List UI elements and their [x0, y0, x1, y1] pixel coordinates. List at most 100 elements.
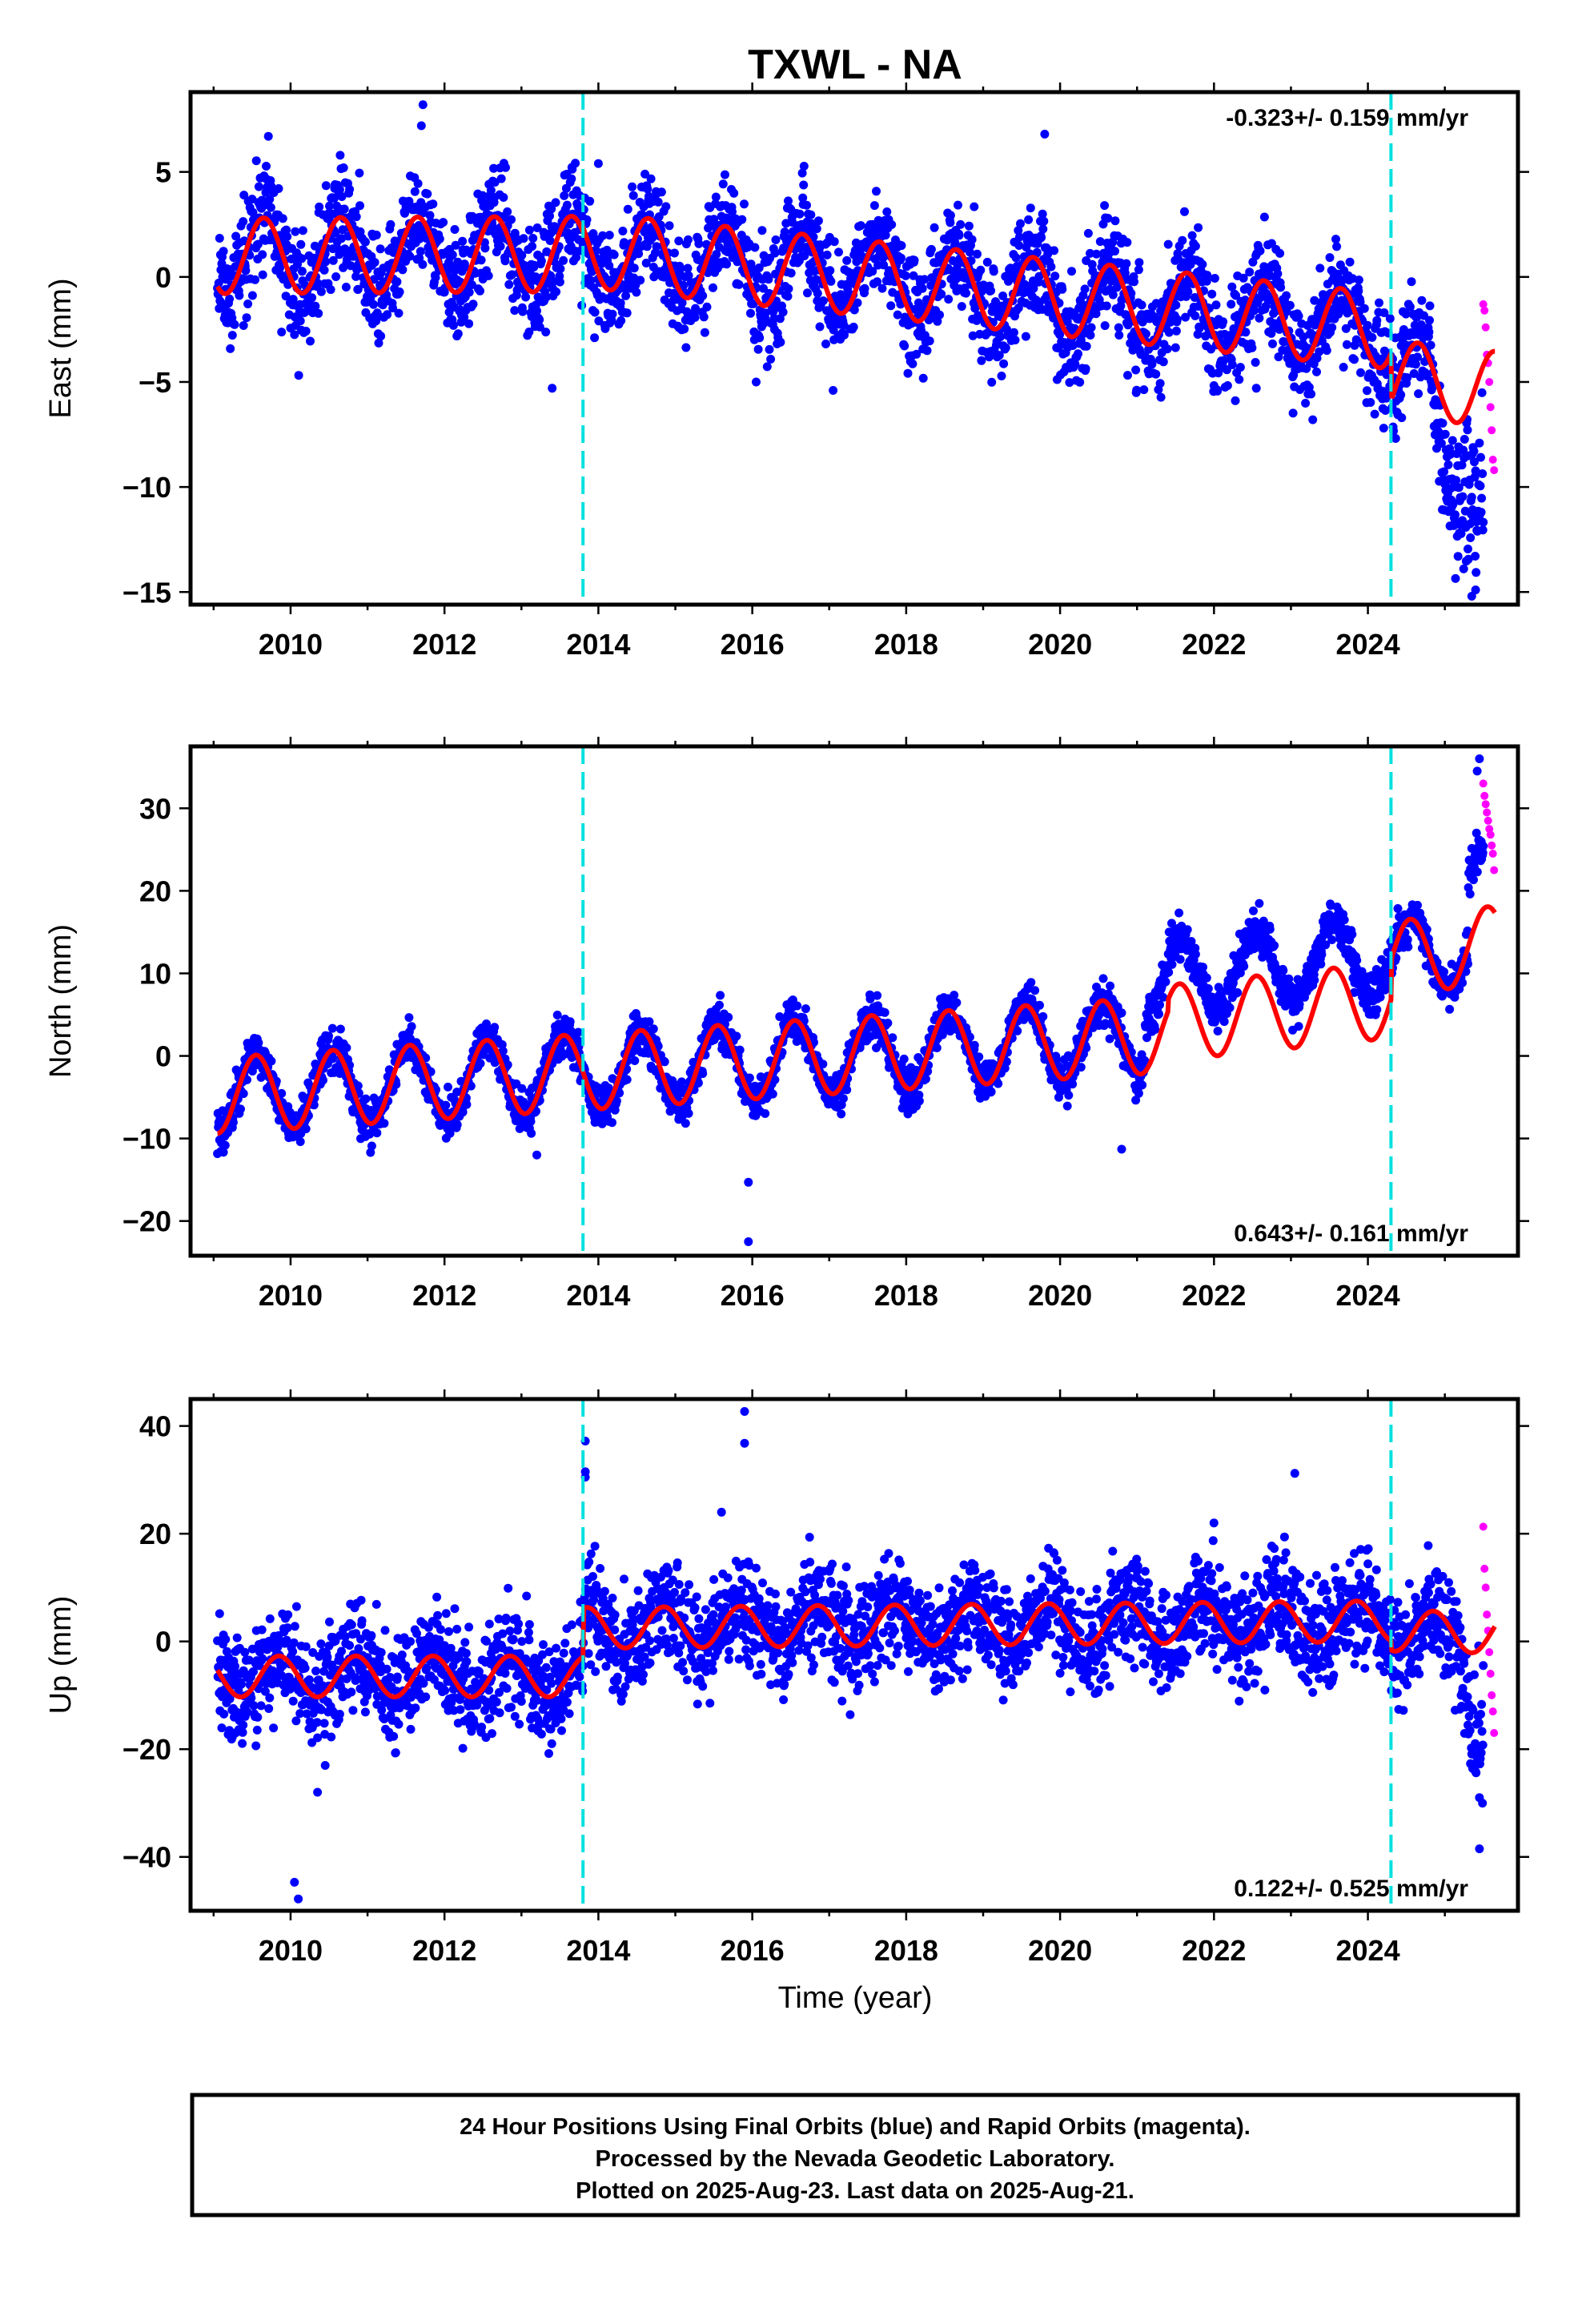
final-orbit-point [1379, 308, 1389, 317]
final-orbit-point [873, 277, 882, 287]
final-orbit-point [1171, 300, 1181, 310]
final-orbit-point [1477, 493, 1487, 503]
final-orbit-point [1091, 309, 1101, 319]
final-orbit-point [776, 337, 785, 347]
final-orbit-point [1322, 346, 1331, 356]
final-orbit-point [416, 247, 425, 256]
final-orbit-point [277, 1088, 287, 1098]
final-orbit-point [439, 218, 448, 227]
final-orbit-point [608, 1118, 616, 1128]
final-orbit-point [541, 292, 551, 302]
final-orbit-point [1451, 573, 1460, 583]
final-orbit-point [745, 1073, 754, 1083]
final-orbit-point [1022, 243, 1031, 252]
final-orbit-point [291, 227, 300, 236]
final-orbit-point [881, 231, 890, 240]
final-orbit-point [918, 373, 928, 383]
final-orbit-point [1325, 253, 1335, 263]
final-orbit-point [994, 1079, 1003, 1088]
final-orbit-point [1227, 360, 1237, 369]
final-orbit-point [1050, 246, 1059, 255]
final-orbit-point [278, 214, 287, 223]
y-tick-label: −5 [139, 366, 171, 399]
final-orbit-point [551, 198, 560, 207]
final-orbit-point [526, 1116, 536, 1126]
final-orbit-point [700, 328, 709, 337]
final-orbit-point [765, 344, 774, 354]
final-orbit-point [532, 223, 542, 232]
final-orbit-point [1436, 439, 1446, 448]
final-orbit-point [418, 259, 428, 269]
final-orbit-point [839, 320, 849, 330]
final-orbit-point [398, 265, 408, 275]
final-orbit-outlier [593, 159, 603, 168]
final-orbit-point [1171, 326, 1181, 336]
figure-title: TXWL - NA [748, 42, 962, 88]
final-orbit-point [1001, 343, 1010, 352]
final-orbit-point [1081, 364, 1090, 373]
final-orbit-point [798, 193, 808, 203]
final-orbit-point [524, 328, 534, 336]
final-orbit-point [869, 201, 879, 211]
final-orbit-point [877, 283, 887, 293]
final-orbit-point [1282, 291, 1291, 300]
final-orbit-point [228, 1118, 238, 1127]
final-orbit-point [909, 271, 918, 280]
rapid-orbit-point [1479, 300, 1488, 308]
final-orbit-point [460, 263, 470, 272]
final-orbit-point [1427, 382, 1437, 392]
final-orbit-point [1479, 517, 1488, 527]
final-orbit-point [709, 283, 717, 292]
final-orbit-point [560, 191, 569, 200]
final-orbit-point [917, 283, 927, 293]
final-orbit-point [973, 249, 982, 259]
final-orbit-point [797, 168, 807, 178]
final-orbit-point [628, 191, 638, 200]
final-orbit-point [838, 1094, 848, 1104]
final-orbit-point [812, 224, 821, 234]
final-orbit-point [518, 307, 528, 316]
final-orbit-point [1359, 304, 1369, 313]
final-orbit-point [813, 288, 822, 298]
final-orbit-point [1345, 257, 1355, 267]
model-fit-line [215, 213, 1496, 425]
final-orbit-point [535, 322, 544, 332]
final-orbit-point [510, 306, 520, 316]
final-orbit-point [1191, 241, 1200, 251]
final-orbit-point [897, 241, 906, 251]
final-orbit-point [335, 1024, 345, 1034]
final-orbit-point [281, 292, 291, 301]
final-orbit-point [694, 239, 704, 248]
final-orbit-point [806, 210, 816, 219]
final-orbit-point [275, 263, 285, 272]
y-tick-label: 5 [155, 156, 171, 189]
final-orbit-point [1308, 415, 1318, 424]
final-orbit-point [1447, 436, 1457, 445]
final-orbit-point [837, 1109, 846, 1119]
final-orbit-point [239, 1089, 248, 1099]
final-orbit-point [1356, 368, 1365, 377]
final-orbit-point [834, 247, 843, 257]
final-orbit-point [912, 349, 921, 359]
final-orbit-point [737, 215, 747, 224]
final-orbit-point [1086, 248, 1094, 258]
final-orbit-point [1039, 216, 1049, 226]
final-orbit-point [783, 292, 793, 301]
final-orbit-point [301, 327, 311, 336]
final-orbit-point [294, 371, 303, 380]
final-orbit-point [425, 211, 435, 220]
final-orbit-point [735, 1045, 745, 1055]
final-orbit-point [1459, 445, 1468, 455]
final-orbit-point [464, 319, 474, 328]
final-orbit-point [295, 316, 305, 326]
final-orbit-point [982, 257, 992, 267]
final-orbit-point [873, 991, 882, 1000]
final-orbit-point [464, 287, 474, 297]
final-orbit-point [1367, 332, 1377, 342]
final-orbit-point [545, 236, 555, 245]
final-orbit-point [342, 1043, 351, 1052]
final-orbit-point [370, 258, 379, 267]
final-orbit-point [761, 1109, 770, 1118]
final-orbit-point [1413, 352, 1422, 362]
final-orbit-point [1467, 493, 1476, 502]
